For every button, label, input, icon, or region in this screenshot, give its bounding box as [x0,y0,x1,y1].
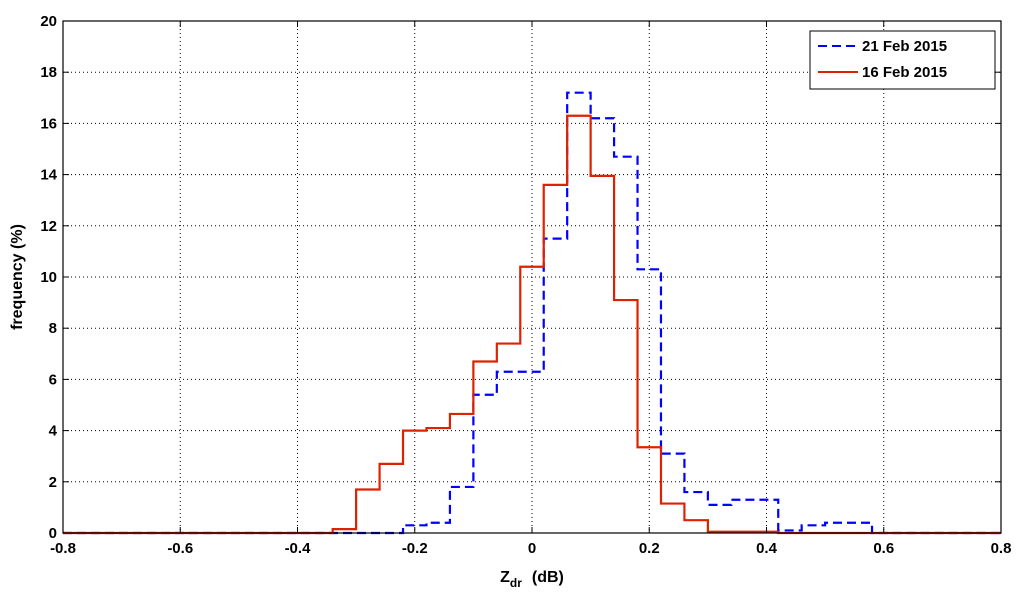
x-tick-label: -0.6 [167,540,193,557]
legend-label-21-feb: 21 Feb 2015 [862,38,947,55]
x-axis-label: Zdr (dB) [500,569,564,590]
grid-lines [63,21,1001,533]
x-tick-label: 0.4 [756,540,778,557]
y-tick-label: 16 [40,115,57,132]
series-line-0 [63,91,1001,535]
x-tick-label: 0 [528,540,536,557]
tick-labels: -0.8 -0.6 -0.4 -0.2 0 0.2 0.4 0.6 0.8 0 2 4 6 8 10 12 14… [40,13,1011,557]
legend-box [809,30,996,90]
y-tick-label: 2 [49,474,57,491]
y-tick-label: 4 [49,423,58,440]
series-layer [63,91,1001,535]
x-tick-label: -0.4 [285,540,312,557]
y-axis-label: frequency (%) [9,224,26,330]
x-axis-label-subscript: dr [510,576,522,590]
y-tick-label: 6 [49,371,57,388]
x-axis-label-main: Z [500,569,510,586]
x-tick-label: 0.2 [639,540,660,557]
y-tick-label: 10 [40,269,57,286]
series-line-1 [63,114,1001,535]
x-tick-label: 0.6 [873,540,894,557]
x-axis-label-unit: (dB) [532,569,564,586]
legend-label-16-feb: 16 Feb 2015 [862,64,947,81]
axis-ticks [62,20,1002,534]
x-tick-label: -0.2 [402,540,428,557]
x-tick-label: 0.8 [991,540,1012,557]
legend: 21 Feb 2015 16 Feb 2015 [809,30,996,90]
y-tick-label: 12 [40,218,57,235]
y-tick-label: 8 [49,320,57,337]
y-tick-label: 18 [40,64,57,81]
y-tick-label: 20 [40,13,57,30]
x-tick-label: -0.8 [50,540,76,557]
y-tick-label: 14 [40,167,57,184]
y-tick-label: 0 [49,525,57,542]
